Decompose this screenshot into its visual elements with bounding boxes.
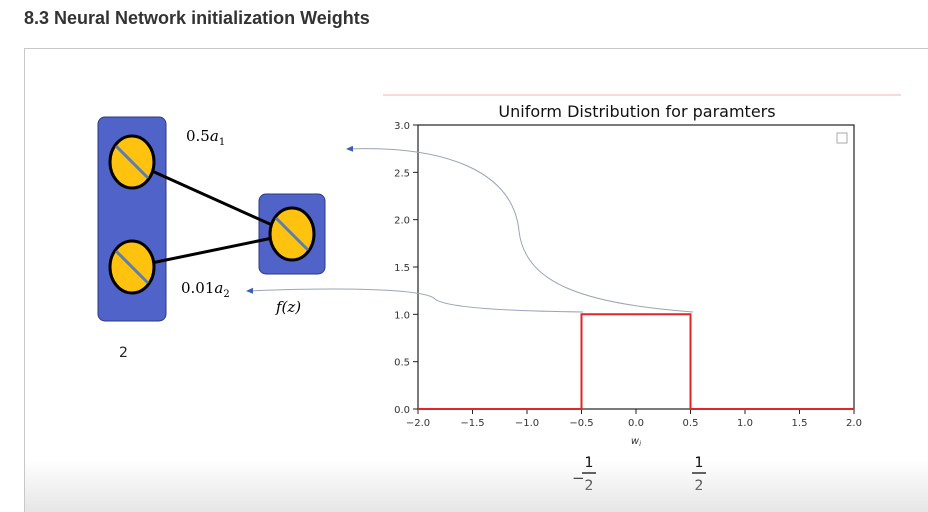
fraction-pos-half: 1 2	[692, 455, 706, 494]
input-neuron-2	[108, 239, 156, 295]
x-tick-label: 2.0	[846, 418, 862, 429]
uniform-distribution-chart: Uniform Distribution for paramters 0.00.…	[383, 94, 901, 448]
distribution-series-line	[418, 313, 854, 410]
x-axis-label: wi	[631, 436, 641, 448]
y-axis-ticks: 0.0 0.5 1.0 1.5 2.0 2.5 3.0	[394, 121, 418, 416]
y-tick-label: 2.5	[394, 168, 410, 179]
x-tick-label: 1.0	[737, 418, 753, 429]
chart-title: Uniform Distribution for paramters	[498, 102, 775, 121]
x-tick-label: 0.5	[683, 418, 699, 429]
x-tick-label: −2.0	[406, 418, 430, 429]
x-tick-label: −1.0	[515, 418, 539, 429]
fraction-neg-half: − 1 2	[572, 455, 596, 494]
legend-box	[836, 132, 848, 144]
fraction-neg-half-numerator: 1	[585, 455, 594, 471]
page-title: 8.3 Neural Network initialization Weight…	[24, 8, 370, 28]
fraction-pos-half-numerator: 1	[695, 455, 704, 471]
network-diagram: 0.5a1 0.01a2 f(z) 2	[97, 116, 326, 361]
edge-label-bottom: 0.01a2	[181, 279, 230, 300]
fraction-neg-half-denominator: 2	[585, 478, 594, 494]
x-tick-label: −1.5	[460, 418, 484, 429]
lecture-slide: 0.5a1 0.01a2 f(z) 2 Uniform Distribution…	[24, 48, 928, 512]
x-tick-label: 0.0	[628, 418, 644, 429]
y-tick-label: 2.0	[394, 216, 410, 227]
input-neuron-1	[108, 134, 156, 190]
y-tick-label: 0.0	[394, 405, 410, 416]
fraction-pos-half-denominator: 2	[695, 478, 704, 494]
output-function-label: f(z)	[275, 298, 301, 316]
fraction-annotations: − 1 2 1 2	[572, 455, 706, 494]
y-tick-label: 1.5	[394, 263, 410, 274]
connection-edge-2	[131, 232, 293, 269]
output-neuron	[268, 206, 316, 262]
input-count-label: 2	[119, 345, 128, 361]
annotation-arrow-upper	[346, 145, 694, 313]
plot-frame	[417, 124, 855, 410]
x-tick-label: −0.5	[569, 418, 593, 429]
fraction-neg-half-sign: −	[572, 469, 585, 487]
edge-label-top: 0.5a1	[186, 127, 225, 148]
slide-canvas: 0.5a1 0.01a2 f(z) 2 Uniform Distribution…	[97, 94, 901, 494]
y-tick-label: 1.0	[394, 310, 410, 321]
x-axis-ticks: −2.0 −1.5 −1.0 −0.5 0.0 0.5 1.0 1.5 2.0	[406, 409, 862, 429]
y-tick-label: 3.0	[394, 121, 410, 132]
y-tick-label: 0.5	[394, 358, 410, 369]
x-tick-label: 1.5	[792, 418, 808, 429]
annotation-arrow-lower	[246, 287, 584, 313]
connection-edge-1	[131, 160, 293, 236]
